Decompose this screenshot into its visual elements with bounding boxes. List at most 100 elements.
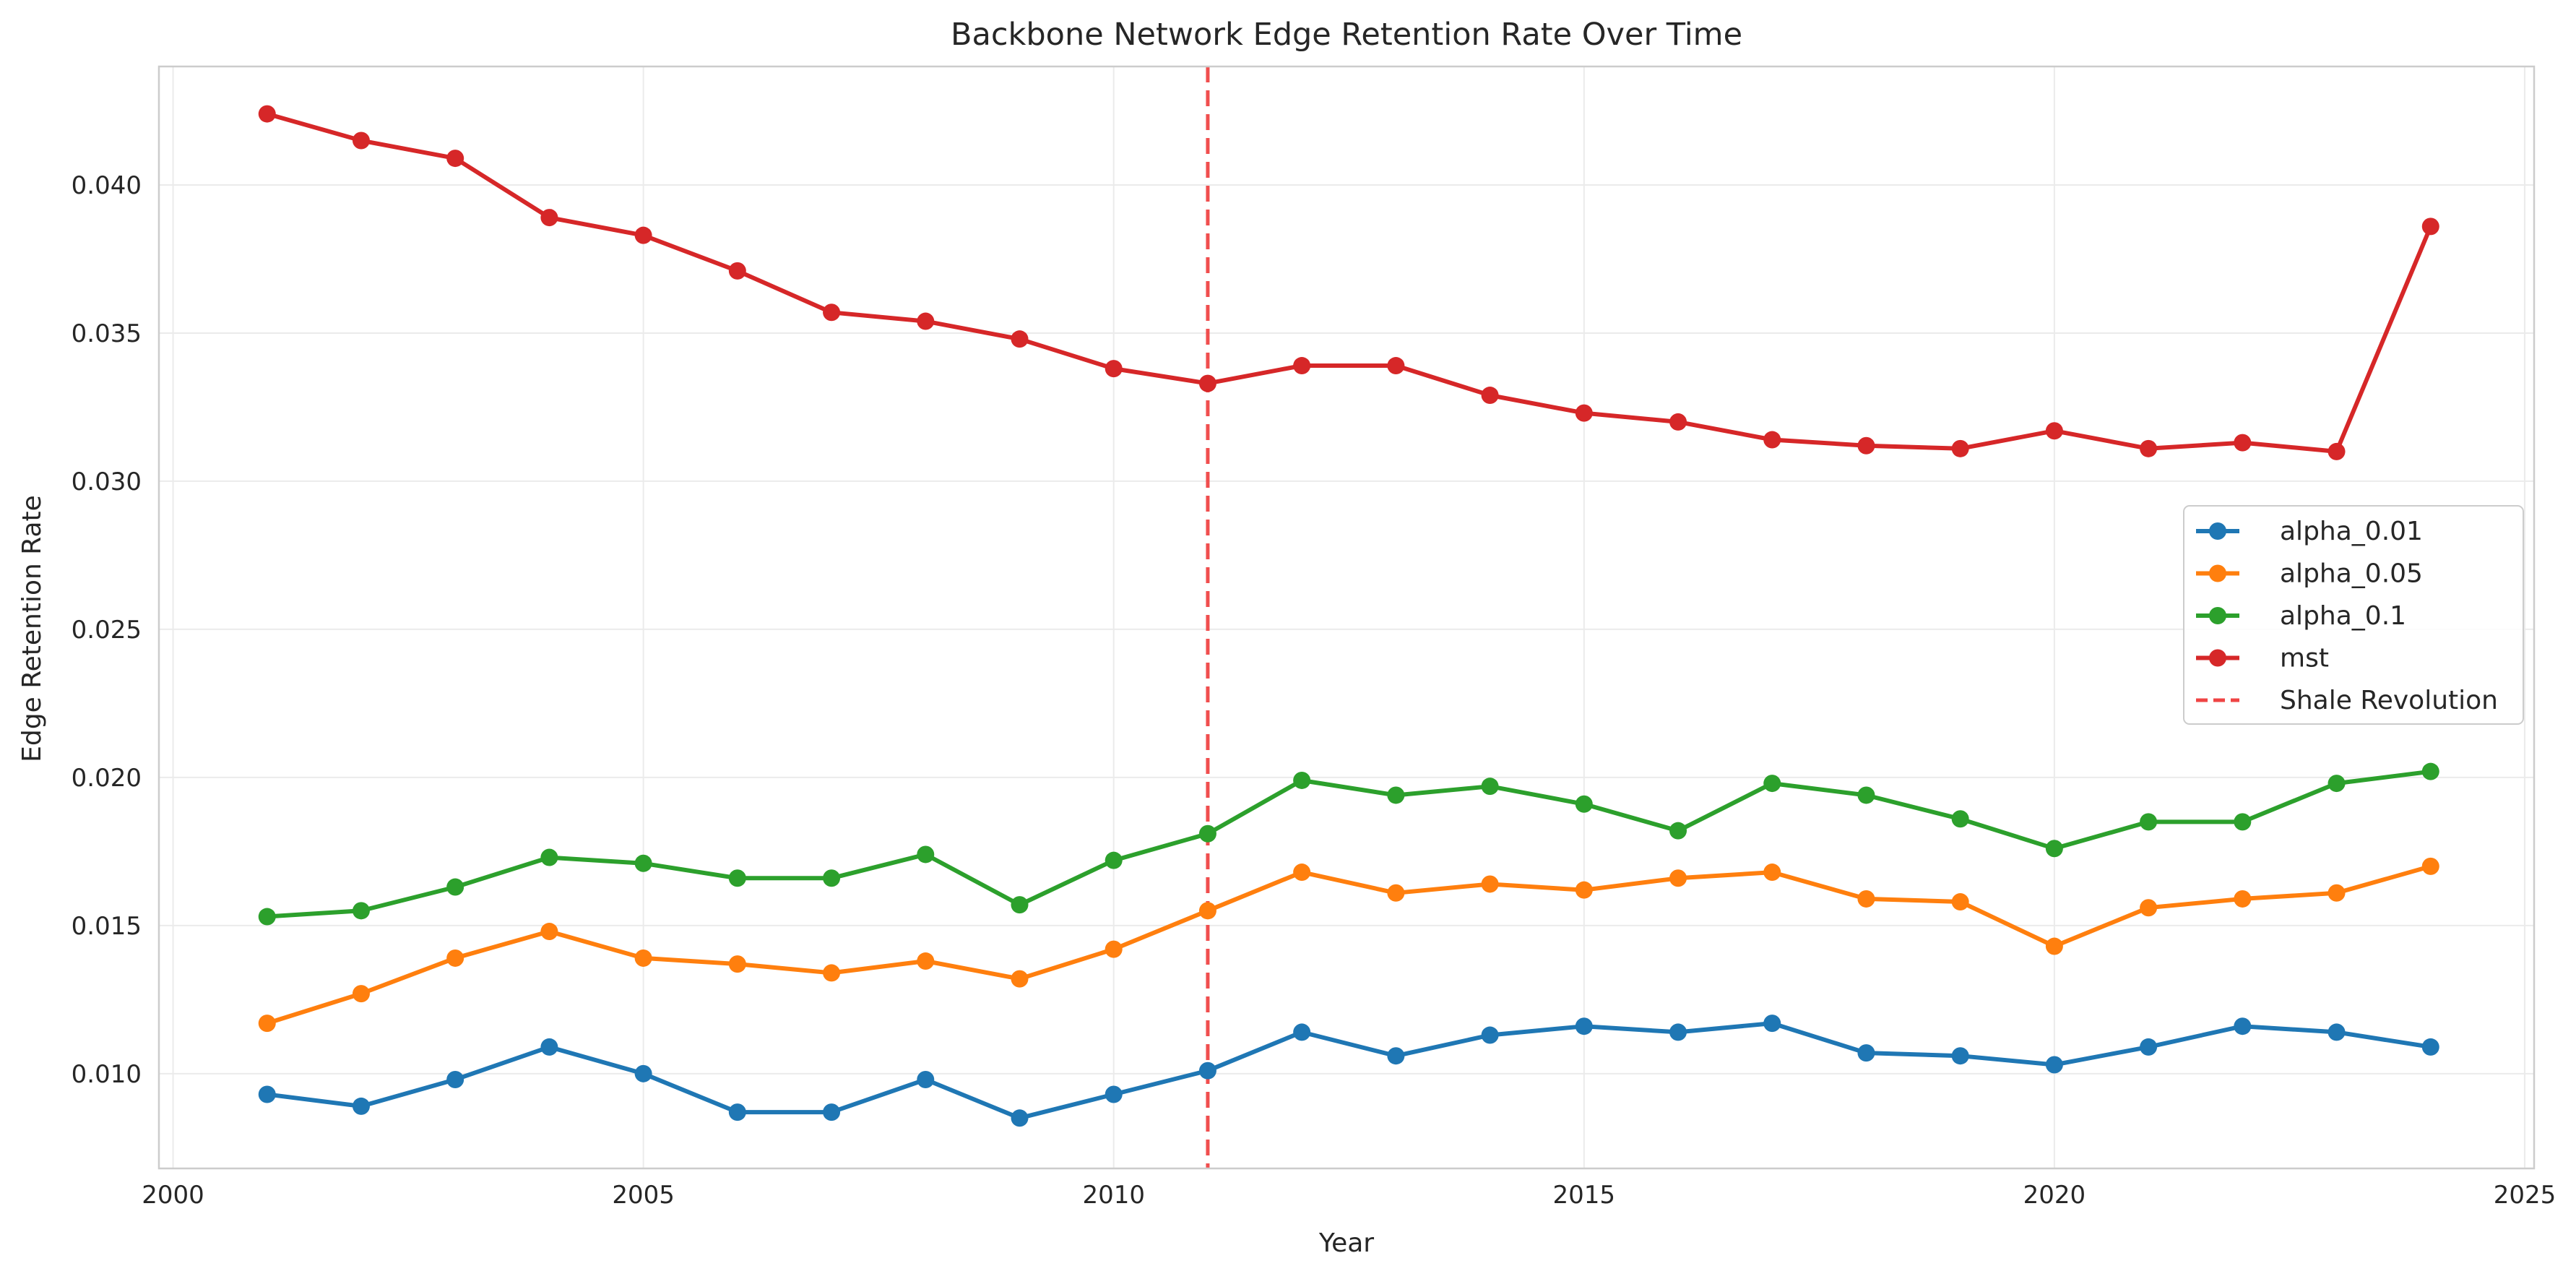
data-point [1481, 778, 1499, 796]
data-point [1293, 357, 1311, 375]
y-tick-label: 0.030 [72, 468, 142, 496]
legend-marker [2209, 522, 2226, 540]
data-point [1669, 1023, 1687, 1041]
tick-labels: 2000 2005 2010 2015 2020 2025 0.010 0.015 0.020 0… [72, 171, 2556, 1210]
data-point [1105, 1085, 1123, 1103]
data-point [1669, 869, 1687, 887]
data-point [1198, 902, 1216, 920]
data-point [1575, 1017, 1593, 1035]
data-point [2045, 937, 2063, 955]
data-point [1575, 795, 1593, 813]
series-line [264, 111, 2433, 454]
data-point [1575, 881, 1593, 899]
data-point [352, 132, 370, 150]
data-point [446, 150, 464, 168]
data-point [2140, 899, 2158, 917]
data-point [1198, 824, 1216, 843]
data-point [2421, 762, 2439, 780]
data-point [352, 1097, 370, 1115]
data-point [728, 955, 746, 973]
data-point [2328, 1023, 2346, 1041]
data-point [1387, 1047, 1405, 1065]
data-point [634, 949, 652, 967]
y-tick-label: 0.035 [72, 319, 142, 348]
data-point [728, 1103, 746, 1121]
data-point [1011, 896, 1029, 914]
legend-marker [2209, 649, 2226, 667]
data-point [1105, 851, 1123, 869]
series-alpha_0.01 [258, 1015, 2439, 1127]
legend-label: alpha_0.01 [2280, 517, 2423, 546]
y-axis-label: Edge Retention Rate [17, 495, 47, 762]
data-point [2140, 813, 2158, 831]
data-point [1575, 404, 1593, 422]
data-point [540, 923, 558, 941]
data-point [1105, 940, 1123, 958]
data-point [634, 854, 652, 872]
data-point [1293, 864, 1311, 882]
data-point [258, 105, 276, 123]
data-point [1951, 893, 1969, 911]
data-point [2421, 218, 2439, 236]
y-tick-label: 0.010 [72, 1060, 142, 1089]
data-point [2140, 1038, 2158, 1056]
data-point [2328, 775, 2346, 793]
legend-label: alpha_0.05 [2280, 559, 2423, 589]
series-mst [258, 105, 2439, 460]
data-point [1763, 864, 1781, 882]
x-tick-label: 2020 [2023, 1181, 2086, 1210]
data-point [823, 869, 841, 887]
data-point [1669, 413, 1687, 431]
data-point [1481, 875, 1499, 893]
data-point [540, 209, 558, 227]
series-line [264, 1021, 2433, 1121]
data-point [823, 1103, 841, 1121]
data-point [2045, 840, 2063, 858]
data-point [446, 1071, 464, 1089]
data-point [917, 1071, 935, 1089]
data-point [1198, 1061, 1216, 1080]
data-point [2421, 1038, 2439, 1056]
data-point [2140, 439, 2158, 457]
legend-box [2183, 505, 2524, 725]
data-point [1387, 884, 1405, 902]
data-point [1951, 439, 1969, 457]
legend-marker [2209, 564, 2226, 582]
data-point [2328, 442, 2346, 460]
data-point [2234, 434, 2252, 452]
data-point [2421, 857, 2439, 875]
legend-label: Shale Revolution [2280, 686, 2498, 715]
data-point [1857, 786, 1875, 804]
data-point [1293, 1023, 1311, 1041]
data-point [1198, 374, 1216, 392]
y-tick-label: 0.025 [72, 616, 142, 645]
x-tick-label: 2010 [1082, 1181, 1145, 1210]
data-point [728, 262, 746, 280]
data-point [728, 869, 746, 887]
data-point [258, 1085, 276, 1103]
series-layer [258, 105, 2439, 1127]
legend-label: alpha_0.1 [2280, 601, 2406, 631]
y-tick-label: 0.020 [72, 764, 142, 793]
series-line [264, 769, 2433, 919]
legend-marker [2209, 607, 2226, 624]
series-alpha_0.05 [258, 857, 2439, 1033]
data-point [1763, 1015, 1781, 1033]
x-tick-label: 2000 [142, 1181, 204, 1210]
data-point [823, 303, 841, 322]
data-point [1011, 1109, 1029, 1127]
data-point [352, 902, 370, 920]
data-point [634, 226, 652, 244]
data-point [917, 312, 935, 330]
data-point [2045, 422, 2063, 440]
data-point [1011, 970, 1029, 988]
series-alpha_0.1 [258, 762, 2439, 926]
data-point [2328, 884, 2346, 902]
legend-item: Shale Revolution [2196, 686, 2498, 715]
legend-label: mst [2280, 644, 2329, 673]
data-point [1105, 360, 1123, 378]
data-point [917, 845, 935, 864]
data-point [2234, 890, 2252, 908]
data-point [1763, 431, 1781, 449]
